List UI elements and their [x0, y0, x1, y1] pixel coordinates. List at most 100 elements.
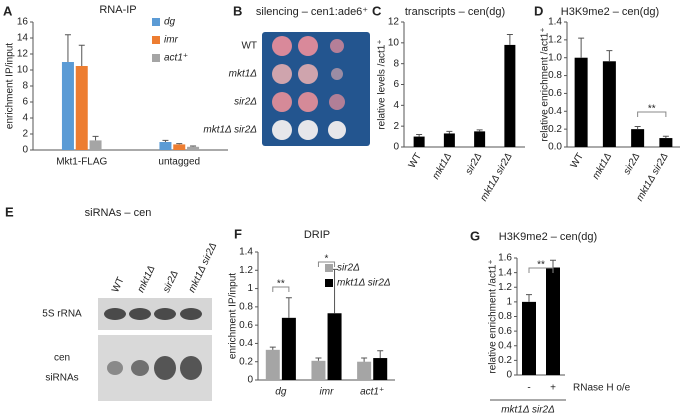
y-tick-label: 4: [393, 100, 399, 111]
bar: [631, 129, 645, 147]
x-axis-label: RNase H o/e: [573, 383, 631, 394]
y-axis-label: enrichment IP/input: [5, 43, 16, 129]
y-tick-label: 2: [22, 129, 28, 140]
legend-label: act1⁺: [164, 53, 188, 64]
image-title: siRNAs – cen: [85, 207, 152, 219]
annotation: *: [325, 254, 329, 265]
legend-label: sir2Δ: [337, 263, 360, 274]
y-axis-label: relative enrichment /act1⁺: [488, 259, 499, 373]
y-tick-label: 1.4: [548, 17, 562, 28]
y-tick-label: 0.8: [548, 70, 562, 81]
error-bar: [176, 143, 183, 145]
bar: [504, 44, 516, 147]
bar: [159, 142, 172, 150]
error-bar: [331, 268, 338, 314]
y-tick-label: 0.2: [498, 355, 512, 366]
y-tick-label: 1.2: [548, 34, 562, 45]
annotation: **: [648, 104, 656, 115]
bar: [574, 57, 588, 147]
panel-letter: C: [372, 3, 382, 18]
panel-letter: B: [233, 3, 242, 18]
legend-swatch: [325, 279, 333, 287]
significance-bracket: [317, 261, 336, 267]
column-label: mkt1Δ: [136, 264, 158, 295]
legend-label: imr: [164, 35, 179, 46]
error-bar: [361, 357, 368, 362]
bar: [602, 61, 616, 147]
panel-letter: D: [534, 3, 543, 18]
legend-swatch: [325, 264, 333, 272]
x-tick-label: sir2Δ: [464, 151, 485, 177]
y-tick-label: 16: [17, 17, 29, 28]
column-label: WT: [110, 276, 127, 295]
y-tick-label: 0.0: [548, 142, 562, 153]
error-bar: [578, 37, 585, 58]
y-tick-label: 0: [247, 375, 253, 386]
panel-letter: F: [234, 226, 242, 241]
blot-label: siRNAs: [45, 373, 78, 384]
bar: [75, 66, 88, 150]
error-bar: [315, 357, 322, 361]
error-bar: [78, 44, 85, 66]
x-tick-label: mkt1Δ: [591, 151, 615, 181]
chart-title: transcripts – cen(dg): [405, 6, 505, 18]
significance-bracket: [272, 286, 290, 292]
y-tick-label: 0.4: [239, 338, 253, 349]
y-tick-label: 10: [388, 37, 400, 48]
legend-swatch: [152, 18, 160, 26]
bar: [659, 138, 673, 147]
y-tick-label: 1.4: [239, 247, 253, 258]
y-tick-label: 4: [22, 113, 28, 124]
legend-label: dg: [164, 17, 176, 28]
bar: [413, 136, 425, 147]
y-tick-label: 6: [393, 79, 399, 90]
y-tick-label: 1: [506, 297, 512, 308]
blot-label: 5S rRNA: [42, 309, 82, 320]
error-bar: [269, 346, 276, 350]
y-tick-label: 0.2: [548, 124, 562, 135]
x-tick-label: sir2Δ: [622, 151, 643, 177]
y-tick-label: 0.4: [498, 340, 512, 351]
y-tick-label: 1.4: [498, 267, 512, 278]
x-tick-label: +: [550, 383, 556, 394]
error-bar: [285, 297, 292, 318]
column-label: mkt1Δ sir2Δ: [187, 241, 220, 294]
error-bar: [416, 134, 423, 137]
significance-bracket: [528, 267, 554, 273]
row-label: mkt1Δ: [229, 69, 258, 80]
y-tick-label: 0.6: [239, 320, 253, 331]
x-tick-label: mkt1Δ: [431, 151, 455, 181]
annotation: **: [277, 279, 285, 290]
error-bar: [446, 130, 453, 134]
y-tick-label: 0: [506, 370, 512, 381]
bar: [173, 144, 186, 150]
y-tick-label: 10: [17, 65, 29, 76]
error-bar: [550, 259, 556, 268]
x-tick-label: Mkt1-FLAG: [56, 157, 107, 168]
error-bar: [190, 145, 197, 147]
blot-image: [98, 298, 212, 401]
error-bar: [506, 34, 513, 45]
bar: [522, 301, 536, 375]
y-tick-label: 0.4: [548, 106, 562, 117]
y-tick-label: 1.0: [548, 52, 562, 63]
panel-letter: A: [3, 3, 13, 18]
y-tick-label: 1.2: [239, 265, 253, 276]
plate-image: [262, 32, 370, 146]
y-tick-label: 6: [22, 97, 28, 108]
x-tick-label: WT: [569, 151, 586, 170]
panel-letter: E: [5, 204, 14, 219]
y-tick-label: 0.2: [239, 356, 253, 367]
significance-bracket: [637, 111, 667, 117]
y-tick-label: 1.6: [498, 253, 512, 264]
y-tick-label: 8: [22, 81, 28, 92]
y-tick-label: 2: [393, 121, 399, 132]
image-title: silencing – cen1:ade6⁺: [256, 6, 368, 18]
chart-title: H3K9me2 – cen(dg): [561, 6, 659, 18]
y-axis-label: relative enrichment /act1⁺: [540, 27, 551, 141]
legend-swatch: [152, 36, 160, 44]
x-tick-label: imr: [320, 387, 335, 398]
bar: [443, 133, 455, 147]
error-bar: [64, 34, 71, 62]
